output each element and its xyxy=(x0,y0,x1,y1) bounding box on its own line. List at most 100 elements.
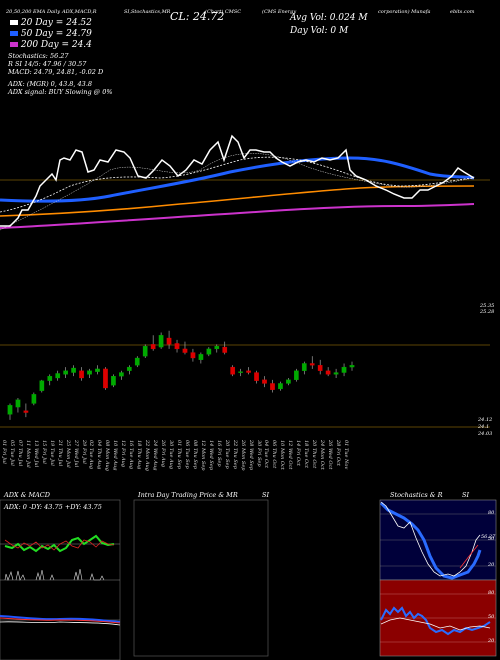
adx-values-label: ADX: 0 -DY: 43.75 +DY: 43.75 xyxy=(4,503,102,511)
candle-body xyxy=(103,368,108,389)
candle-body xyxy=(23,410,29,413)
macd-red-signal xyxy=(0,617,121,624)
candle-body xyxy=(317,365,323,371)
date-tick-label: 14 Fri Oct xyxy=(295,440,302,466)
date-tick-label: 11 Mon Jul xyxy=(24,440,31,468)
candlesticks xyxy=(7,330,355,420)
date-tick-label: 12 Mon Sep xyxy=(199,440,206,471)
date-tick-label: 06 Tue Sep xyxy=(183,440,190,469)
date-tick-label: 04 Tue Oct xyxy=(263,440,270,468)
candle-body xyxy=(333,372,339,375)
date-tick-label: 19 Tue Jul xyxy=(48,440,55,466)
candle-body xyxy=(150,344,156,350)
macd-histogram-white xyxy=(4,568,105,581)
candle-body xyxy=(174,343,180,350)
date-tick-label: 30 Fri Sep xyxy=(255,440,262,467)
candle-body xyxy=(301,363,307,371)
date-tick-label: 28 Wed Sep xyxy=(247,440,254,471)
panel-stoch-si-title: SI xyxy=(462,491,470,499)
panel-adx-macd-title: ADX & MACD xyxy=(4,491,50,499)
ema200-swatch-icon xyxy=(10,42,18,47)
date-tick-label: 30 Tue Aug xyxy=(168,440,175,470)
date-tick-label: 26 Fri Aug xyxy=(160,440,167,468)
date-tick-label: 15 Fri Jul xyxy=(40,440,47,464)
price-chart xyxy=(0,134,490,428)
date-tick-label: 10 Wed Aug xyxy=(112,440,119,471)
date-tick-label: 13 Wed Jul xyxy=(32,440,39,468)
date-tick-label: 04 Thu Aug xyxy=(96,440,103,470)
candle-body xyxy=(55,373,61,379)
candle-body xyxy=(278,383,283,390)
rsi-tick-20: 20 xyxy=(488,638,495,644)
candle-body xyxy=(15,399,21,408)
rsi-panel xyxy=(379,579,497,657)
stoch-value-label: 56.27 xyxy=(481,534,496,540)
candle-body xyxy=(119,372,124,377)
candle-body xyxy=(63,370,69,375)
stoch-tick-80: 80 xyxy=(488,510,495,516)
date-tick-label: 10 Mon Oct xyxy=(279,440,286,470)
legend-ema50: 50 Day = 24.79 xyxy=(10,29,92,39)
header-title-5: (CMS Energy xyxy=(262,9,297,15)
header-title-2: ADX,MACD,R xyxy=(62,9,97,15)
header-title-6: corporation) Munafa xyxy=(378,9,431,15)
candle-body xyxy=(198,354,204,360)
candle-body xyxy=(286,379,291,384)
candle-body xyxy=(158,335,164,348)
date-tick-label: 08 Mon Aug xyxy=(104,440,111,471)
ema20-swatch-icon xyxy=(10,20,18,25)
date-tick-label: 05 Tue Jul xyxy=(8,440,15,466)
stoch-red-signal xyxy=(459,544,479,569)
candle-body xyxy=(79,370,84,379)
ema200-line xyxy=(0,203,475,229)
date-tick-label: 14 Wed Sep xyxy=(207,440,214,471)
panel-stoch-rsi-title: Stochastics & R xyxy=(390,491,443,499)
date-tick-label: 12 Wed Oct xyxy=(287,440,294,470)
date-tick-label: 18 Tue Oct xyxy=(303,440,310,468)
adx-macd-panel xyxy=(0,499,121,660)
date-tick-label: 28 Fri Oct xyxy=(335,440,342,466)
adx-readout: ADX: (MGR) 0, 43.8, 43.8 xyxy=(8,80,93,88)
price-label-bot-3: 24.03 xyxy=(478,431,493,437)
intraday-panel xyxy=(133,499,269,657)
candle-body xyxy=(238,371,243,373)
candle-body xyxy=(293,370,299,380)
stoch-blue-line xyxy=(379,501,482,580)
date-tick-label: 29 Fri Jul xyxy=(80,440,87,464)
header-title-3: SI,Stochastics,MR xyxy=(124,9,171,15)
orange-ema-line xyxy=(0,185,475,217)
rsi-blue-line xyxy=(380,606,491,636)
candle-body xyxy=(262,379,267,384)
candle-body xyxy=(341,366,347,373)
candle-body xyxy=(39,380,45,391)
candle-body xyxy=(206,348,212,355)
candle-body xyxy=(7,405,13,415)
date-tick-label: 01 Fri Jul xyxy=(1,440,7,464)
candle-body xyxy=(230,366,236,375)
header-title-7: ebits.com xyxy=(450,9,475,15)
date-tick-label: 06 Thu Oct xyxy=(271,440,278,469)
candle-body xyxy=(325,370,331,375)
candle-body xyxy=(111,376,116,386)
candle-body xyxy=(134,357,140,366)
adx-signal-readout: ADX signal: BUY Slowing @ 0% xyxy=(8,88,113,96)
rsi-tick-50: 50 xyxy=(488,614,495,620)
candle-body xyxy=(166,337,172,345)
price-label-top-1: 25.35 xyxy=(480,303,495,309)
candle-body xyxy=(31,394,37,404)
date-tick-label: 20 Thu Oct xyxy=(311,440,318,469)
adx-green-line xyxy=(4,534,115,553)
rsi-tick-80: 80 xyxy=(488,590,495,596)
candle-body xyxy=(214,346,220,350)
price-line-white xyxy=(0,134,475,227)
candle-body xyxy=(349,365,355,368)
date-tick-label: 08 Thu Sep xyxy=(191,440,198,469)
ema-lines xyxy=(0,134,490,428)
date-tick-label: 26 Mon Sep xyxy=(239,440,246,471)
candle-body xyxy=(222,346,228,353)
date-tick-label: 16 Tue Aug xyxy=(128,440,135,470)
rsi-white-line xyxy=(380,617,491,631)
rsi-readout: R SI 14/5: 47.96 / 30.57 xyxy=(8,60,87,68)
candle-body xyxy=(246,370,251,373)
date-tick-label: 12 Fri Aug xyxy=(120,440,127,468)
